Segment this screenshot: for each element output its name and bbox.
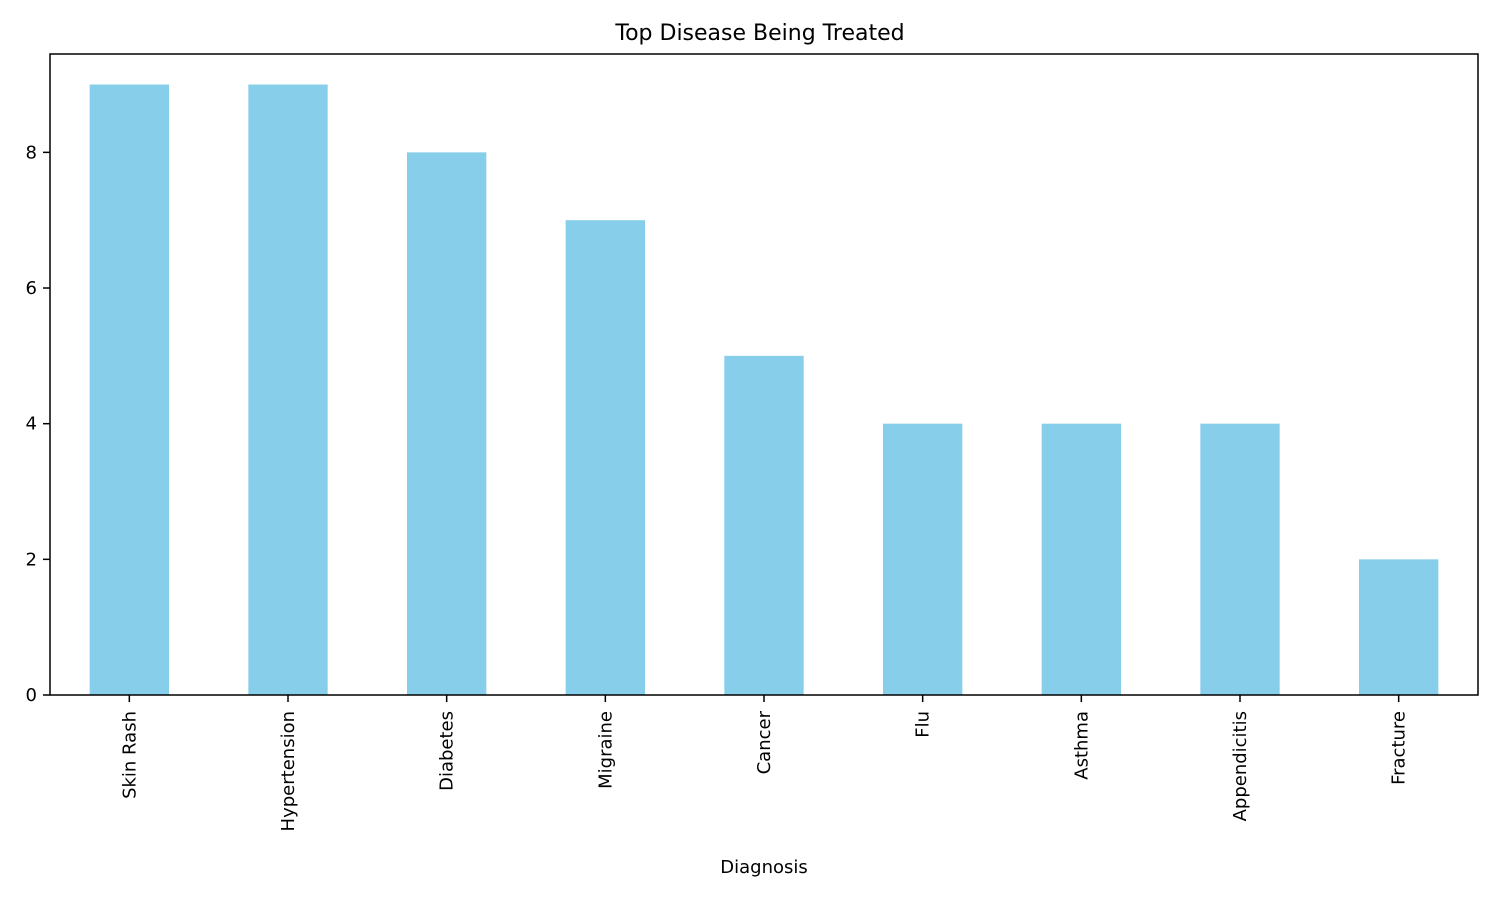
y-tick-label: 6 [26,278,37,299]
x-axis-ticks: Skin Rash Hypertension Diabetes Migraine Can… [119,695,1410,831]
y-axis-ticks: 0 2 4 6 8 [26,142,50,706]
bar-flu [883,423,963,695]
x-tick-label: Asthma [1071,711,1092,780]
bar-fracture [1359,559,1439,695]
y-tick-label: 0 [26,685,37,706]
y-tick-label: 8 [26,142,37,163]
bar-diabetes [407,152,487,695]
chart-title: Top Disease Being Treated [614,21,904,46]
bar-migraine [565,220,645,695]
x-tick-label: Fracture [1389,711,1410,785]
bar-skin-rash [89,84,169,696]
x-tick-label: Hypertension [278,711,299,831]
y-tick-label: 2 [26,549,37,570]
bar-hypertension [248,84,328,696]
bar-cancer [724,355,804,695]
y-tick-label: 4 [26,414,37,435]
plot-frame [49,53,1479,696]
x-tick-label: Migraine [595,711,616,789]
bar-appendicitis [1200,423,1280,695]
x-axis-label: Diagnosis [720,857,808,878]
bar-asthma [1041,423,1121,695]
x-tick-label: Flu [913,711,934,738]
x-tick-label: Skin Rash [119,711,140,799]
x-tick-label: Cancer [754,710,775,774]
x-tick-label: Diabetes [437,711,458,791]
x-tick-label: Appendicitis [1230,711,1251,821]
bars-group [89,84,1439,696]
